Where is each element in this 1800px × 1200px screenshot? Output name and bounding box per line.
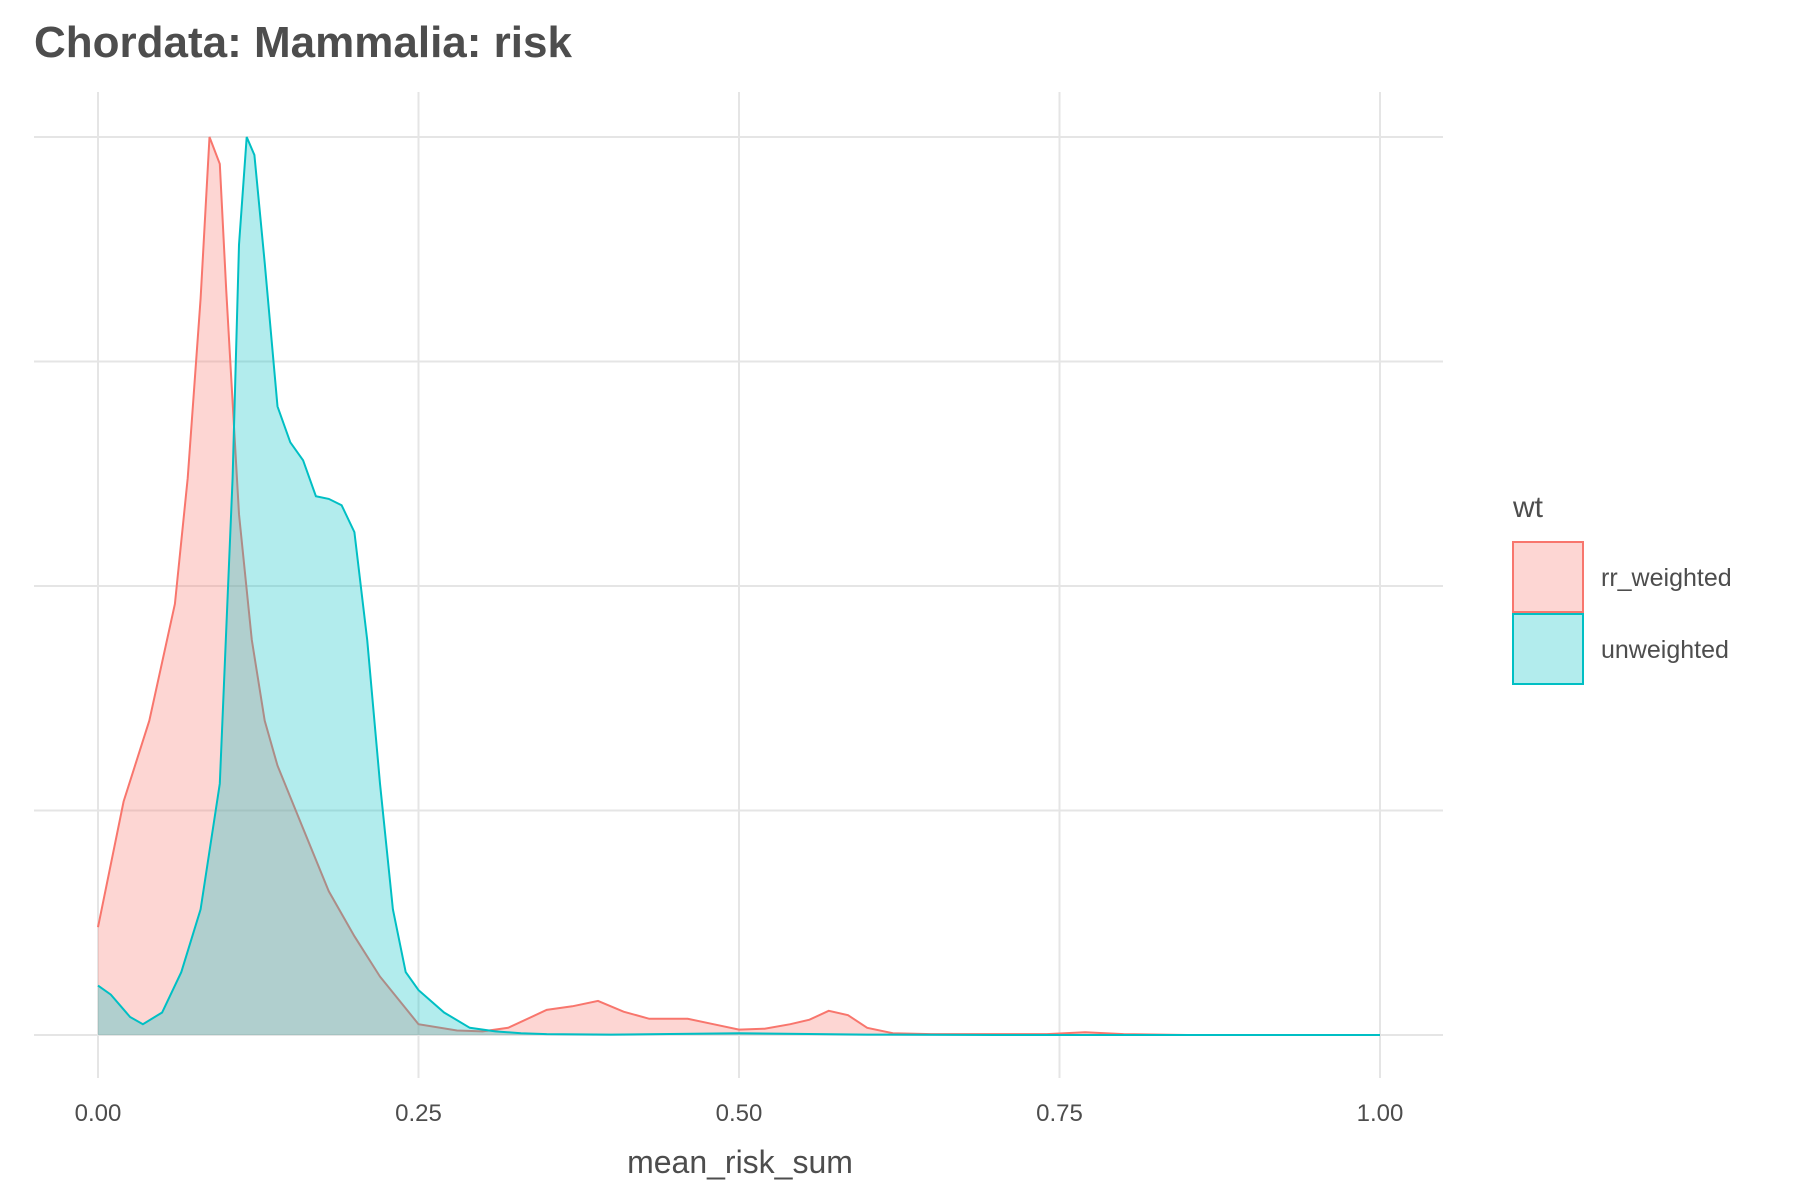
legend-key-rr_weighted: [1512, 541, 1584, 613]
legend-key-unweighted: [1512, 613, 1584, 685]
x-axis-title: mean_risk_sum: [627, 1144, 853, 1180]
legend-items: rr_weighted unweighted: [1512, 541, 1732, 685]
x-tick-label: 0.00: [75, 1100, 122, 1127]
x-tick-label: 1.00: [1357, 1100, 1404, 1127]
legend-label: rr_weighted: [1601, 564, 1732, 592]
plot-series: [97, 136, 1380, 1036]
chart-title: Chordata: Mammalia: risk: [34, 18, 572, 67]
legend-label: unweighted: [1601, 636, 1729, 664]
x-tick-label: 0.50: [716, 1100, 763, 1127]
x-tick-label: 0.75: [1036, 1100, 1083, 1127]
x-axis-ticks: 0.00 0.25 0.50 0.75 1.00: [75, 1100, 1404, 1127]
density-area-rr_weighted: [98, 137, 1380, 1035]
legend-title: wt: [1512, 491, 1544, 524]
grid: [34, 92, 1443, 1078]
x-tick-label: 0.25: [395, 1100, 442, 1127]
legend: wt rr_weighted unweighted: [1512, 491, 1732, 685]
density-area-unweighted: [98, 137, 1380, 1035]
density-line-unweighted: [97, 136, 1380, 1036]
